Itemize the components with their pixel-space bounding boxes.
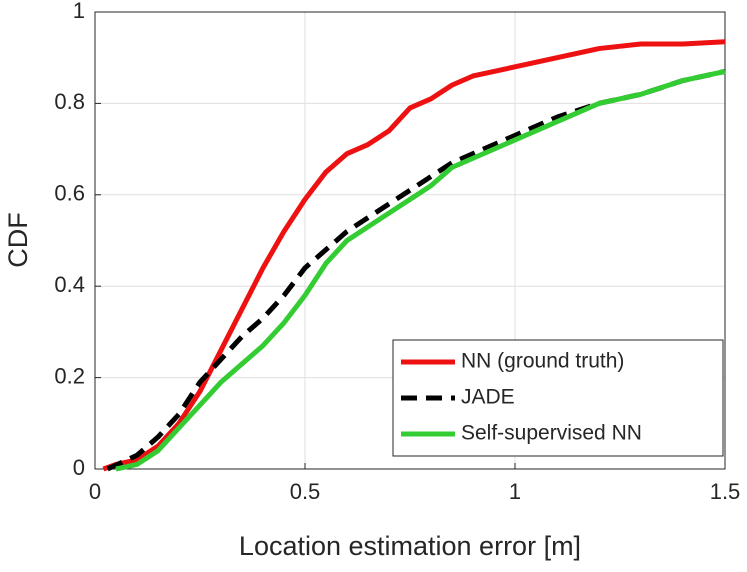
legend-label: NN (ground truth) [461,350,624,373]
x-tick-label: 1 [509,479,521,504]
y-axis-label: CDF [3,212,33,268]
series-line [102,39,726,472]
y-tick-label: 0.2 [54,363,85,388]
plot-frame [94,11,726,470]
y-tick-label: 0.8 [54,89,85,114]
y-tick-label: 0.4 [54,272,85,297]
x-axis-label: Location estimation error [m] [239,531,581,561]
x-tick-label: 0 [89,479,101,504]
x-tick-label: 1.5 [710,479,741,504]
legend-label: JADE [461,386,515,409]
y-tick-label: 1 [73,0,85,23]
y-tick-label: 0.6 [54,181,85,206]
series-line [115,68,726,472]
y-tick-label: 0 [73,455,85,480]
legend-label: Self-supervised NN [461,422,642,445]
legend-box [392,339,724,457]
series-line [106,68,726,472]
x-tick-label: 0.5 [290,479,321,504]
